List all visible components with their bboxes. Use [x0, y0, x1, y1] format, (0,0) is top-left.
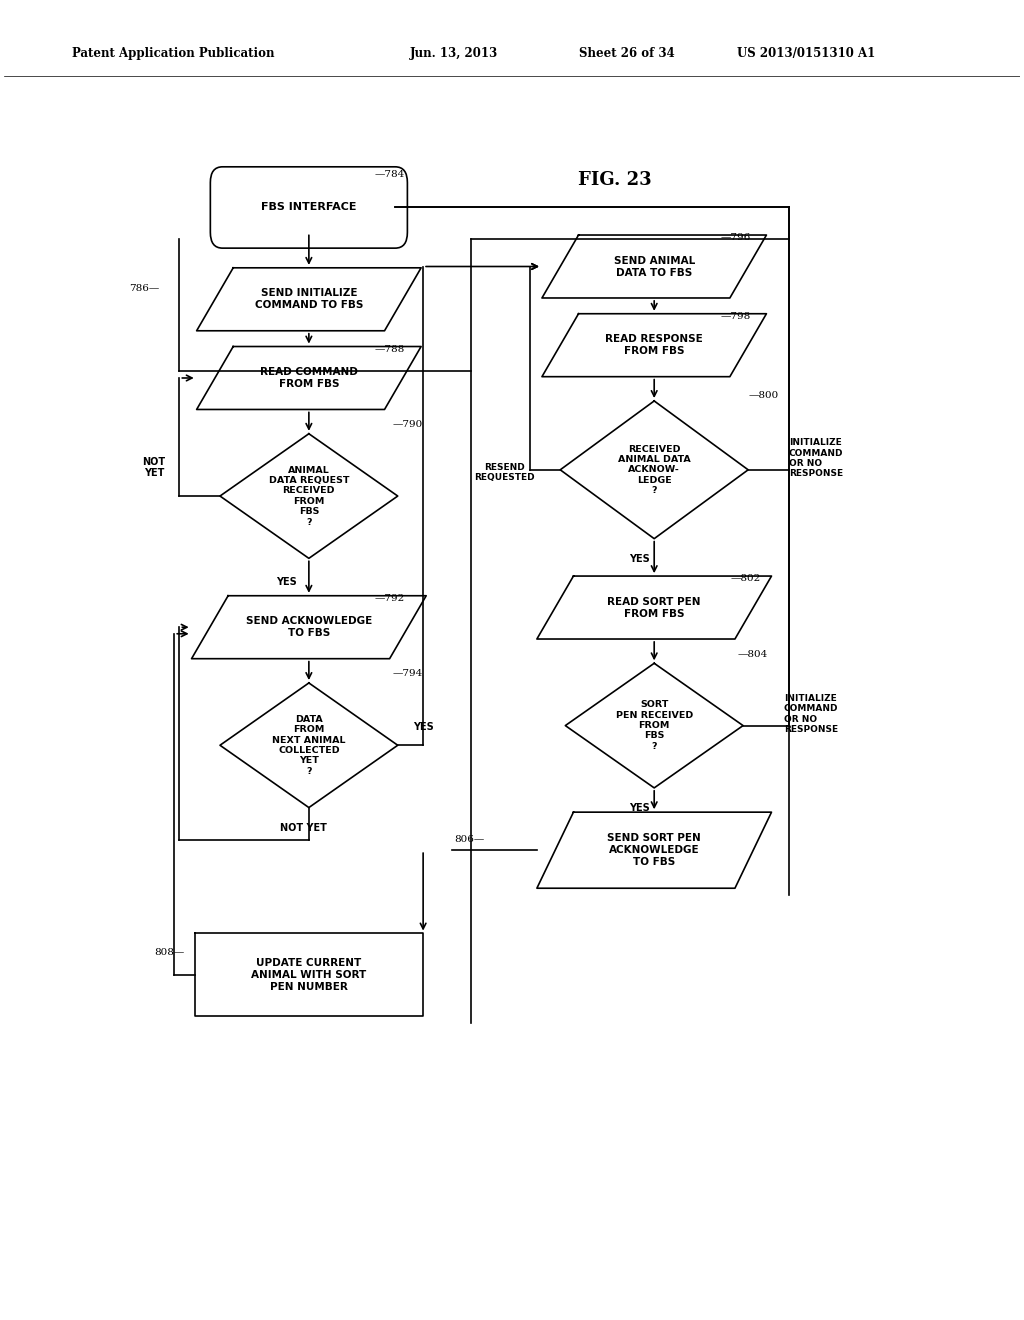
Text: SEND ACKNOWLEDGE
TO FBS: SEND ACKNOWLEDGE TO FBS: [246, 616, 372, 638]
Text: 806—: 806—: [454, 836, 484, 845]
Text: YES: YES: [413, 722, 433, 731]
Text: UPDATE CURRENT
ANIMAL WITH SORT
PEN NUMBER: UPDATE CURRENT ANIMAL WITH SORT PEN NUMB…: [251, 958, 367, 991]
Polygon shape: [560, 401, 749, 539]
Text: —800: —800: [749, 391, 778, 400]
Text: SEND ANIMAL
DATA TO FBS: SEND ANIMAL DATA TO FBS: [613, 256, 695, 277]
Text: —790: —790: [392, 420, 423, 429]
Text: —804: —804: [738, 649, 768, 659]
Polygon shape: [191, 595, 426, 659]
Text: —798: —798: [720, 312, 751, 321]
Text: 786—: 786—: [129, 284, 159, 293]
Text: YES: YES: [629, 554, 649, 564]
Polygon shape: [565, 663, 743, 788]
Text: FIG. 23: FIG. 23: [578, 172, 651, 189]
Text: US 2013/0151310 A1: US 2013/0151310 A1: [737, 46, 876, 59]
Text: Jun. 13, 2013: Jun. 13, 2013: [410, 46, 498, 59]
Text: INITIALIZE
COMMAND
OR NO
RESPONSE: INITIALIZE COMMAND OR NO RESPONSE: [783, 694, 839, 734]
Text: —802: —802: [730, 574, 761, 583]
Polygon shape: [537, 576, 771, 639]
Polygon shape: [195, 933, 423, 1016]
Text: ANIMAL
DATA REQUEST
RECEIVED
FROM
FBS
?: ANIMAL DATA REQUEST RECEIVED FROM FBS ?: [268, 466, 349, 527]
Text: —794: —794: [392, 669, 423, 678]
Text: —788: —788: [375, 345, 406, 354]
Text: READ COMMAND
FROM FBS: READ COMMAND FROM FBS: [260, 367, 357, 389]
Polygon shape: [197, 268, 421, 331]
Text: READ RESPONSE
FROM FBS: READ RESPONSE FROM FBS: [605, 334, 703, 356]
Text: SORT
PEN RECEIVED
FROM
FBS
?: SORT PEN RECEIVED FROM FBS ?: [615, 701, 693, 751]
Text: NOT YET: NOT YET: [281, 824, 328, 833]
Text: YES: YES: [276, 577, 297, 586]
Polygon shape: [197, 347, 421, 409]
Polygon shape: [537, 812, 771, 888]
Text: RECEIVED
ANIMAL DATA
ACKNOW-
LEDGE
?: RECEIVED ANIMAL DATA ACKNOW- LEDGE ?: [617, 445, 690, 495]
Text: RESEND
REQUESTED: RESEND REQUESTED: [474, 463, 535, 482]
Text: SEND INITIALIZE
COMMAND TO FBS: SEND INITIALIZE COMMAND TO FBS: [255, 288, 364, 310]
Text: —796: —796: [720, 234, 751, 243]
Text: YES: YES: [629, 804, 649, 813]
Polygon shape: [220, 682, 397, 808]
FancyBboxPatch shape: [210, 166, 408, 248]
Text: FBS INTERFACE: FBS INTERFACE: [261, 202, 356, 213]
Text: Sheet 26 of 34: Sheet 26 of 34: [579, 46, 675, 59]
Polygon shape: [542, 235, 766, 298]
Text: Patent Application Publication: Patent Application Publication: [72, 46, 274, 59]
Polygon shape: [542, 314, 766, 376]
Text: DATA
FROM
NEXT ANIMAL
COLLECTED
YET
?: DATA FROM NEXT ANIMAL COLLECTED YET ?: [272, 714, 346, 776]
Text: —784: —784: [375, 170, 406, 180]
Text: READ SORT PEN
FROM FBS: READ SORT PEN FROM FBS: [607, 597, 701, 619]
Text: INITIALIZE
COMMAND
OR NO
RESPONSE: INITIALIZE COMMAND OR NO RESPONSE: [788, 438, 844, 478]
Text: 808—: 808—: [155, 948, 184, 957]
Text: SEND SORT PEN
ACKNOWLEDGE
TO FBS: SEND SORT PEN ACKNOWLEDGE TO FBS: [607, 833, 701, 867]
Text: —792: —792: [375, 594, 406, 603]
Polygon shape: [220, 434, 397, 558]
Text: NOT
YET: NOT YET: [142, 457, 166, 478]
